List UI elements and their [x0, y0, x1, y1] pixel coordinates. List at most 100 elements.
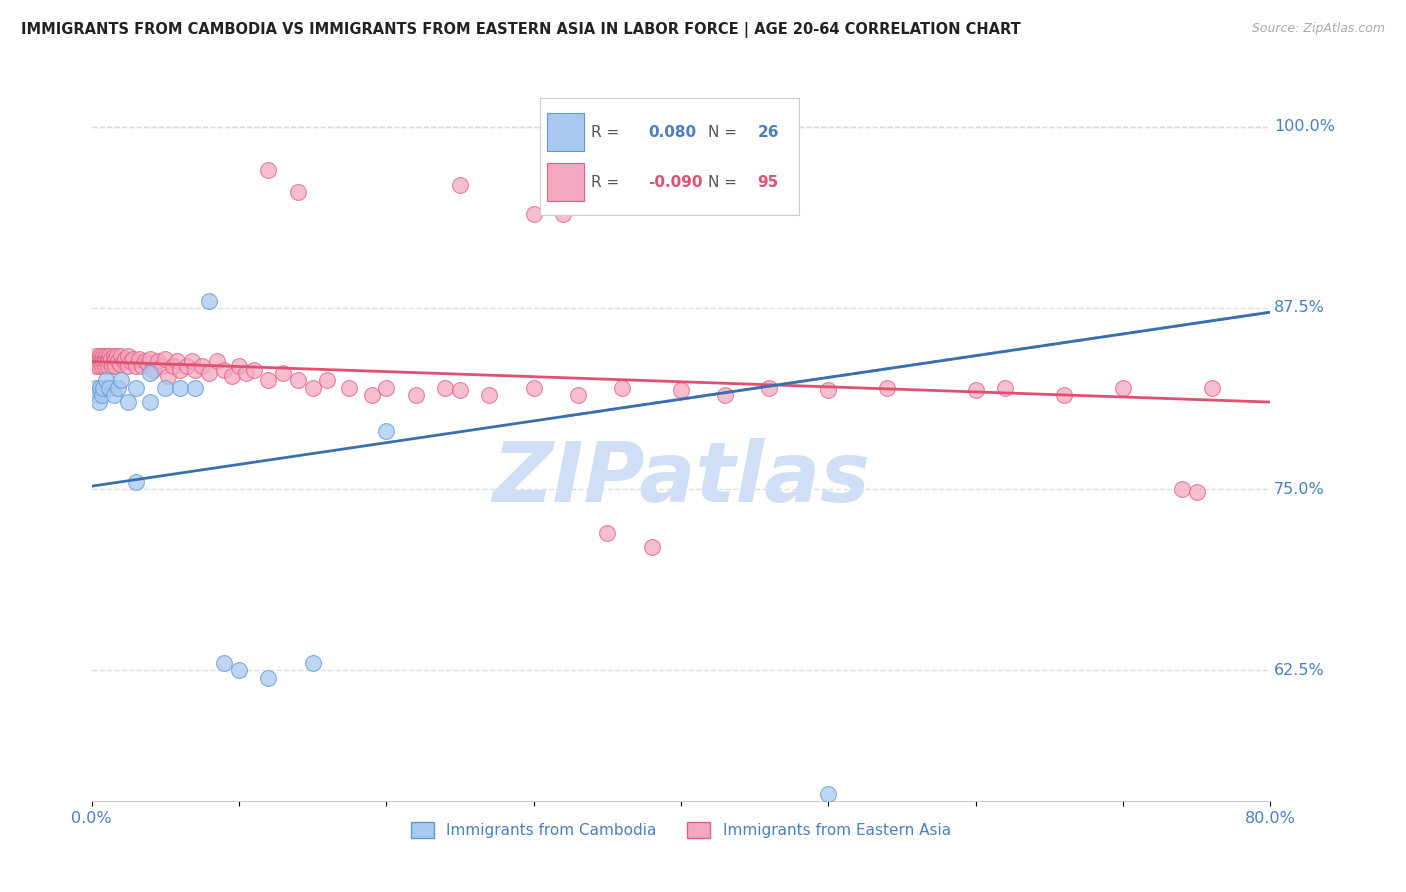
Point: [169, 363, 191, 377]
Point: [212, 656, 235, 670]
Point: [176, 359, 198, 373]
Point: [90, 388, 112, 402]
Point: [117, 359, 139, 373]
Point: [136, 357, 159, 371]
Text: 62.5%: 62.5%: [1274, 663, 1324, 678]
Point: [84, 380, 107, 394]
Point: [134, 354, 156, 368]
Point: [714, 388, 737, 402]
Point: [523, 206, 546, 220]
Point: [96, 354, 118, 368]
Point: [139, 351, 162, 366]
Point: [104, 359, 127, 373]
Point: [103, 388, 125, 402]
Point: [83, 351, 105, 366]
Point: [287, 185, 309, 199]
Point: [1053, 388, 1076, 402]
Point: [198, 293, 221, 308]
Point: [98, 354, 121, 368]
Point: [87, 359, 110, 373]
Point: [228, 359, 250, 373]
Point: [117, 395, 139, 409]
Point: [669, 384, 692, 398]
Point: [375, 424, 398, 438]
Point: [180, 354, 202, 368]
Point: [640, 540, 662, 554]
Point: [183, 363, 205, 377]
Point: [94, 359, 117, 373]
Point: [128, 351, 150, 366]
Point: [339, 380, 361, 394]
Legend: Immigrants from Cambodia, Immigrants from Eastern Asia: Immigrants from Cambodia, Immigrants fro…: [405, 816, 957, 845]
Point: [94, 351, 117, 366]
Point: [139, 366, 162, 380]
Point: [405, 388, 427, 402]
Point: [125, 475, 148, 489]
Point: [120, 354, 142, 368]
Point: [93, 349, 115, 363]
Point: [121, 351, 143, 366]
Point: [84, 359, 107, 373]
Point: [212, 363, 235, 377]
Point: [150, 359, 173, 373]
Point: [93, 380, 115, 394]
Point: [257, 373, 280, 387]
Point: [104, 351, 127, 366]
Point: [125, 359, 148, 373]
Point: [97, 351, 120, 366]
Point: [257, 163, 280, 178]
Point: [817, 787, 839, 801]
Point: [228, 664, 250, 678]
Text: Source: ZipAtlas.com: Source: ZipAtlas.com: [1251, 22, 1385, 36]
Point: [235, 366, 257, 380]
Point: [89, 354, 111, 368]
Point: [287, 373, 309, 387]
Point: [221, 368, 243, 383]
Point: [157, 368, 180, 383]
Point: [478, 388, 501, 402]
Point: [205, 354, 228, 368]
Point: [105, 349, 128, 363]
Point: [155, 380, 177, 394]
Point: [596, 525, 619, 540]
Point: [125, 380, 148, 394]
Point: [1201, 380, 1223, 394]
Point: [316, 373, 339, 387]
Text: 87.5%: 87.5%: [1274, 301, 1324, 315]
Point: [101, 359, 124, 373]
Point: [449, 384, 471, 398]
Point: [198, 366, 221, 380]
Point: [146, 354, 169, 368]
Point: [112, 354, 135, 368]
Point: [131, 359, 153, 373]
Text: 100.0%: 100.0%: [1274, 119, 1336, 134]
Point: [107, 354, 129, 368]
Text: ZIPatlas: ZIPatlas: [492, 438, 870, 519]
Point: [610, 380, 633, 394]
Point: [876, 380, 898, 394]
Point: [169, 380, 191, 394]
Text: IMMIGRANTS FROM CAMBODIA VS IMMIGRANTS FROM EASTERN ASIA IN LABOR FORCE | AGE 20: IMMIGRANTS FROM CAMBODIA VS IMMIGRANTS F…: [21, 22, 1021, 38]
Point: [89, 349, 111, 363]
Point: [965, 384, 987, 398]
Point: [87, 351, 110, 366]
Point: [86, 354, 108, 368]
Point: [108, 357, 131, 371]
Point: [257, 671, 280, 685]
Point: [360, 388, 382, 402]
Point: [96, 349, 118, 363]
Point: [117, 349, 139, 363]
Point: [301, 380, 323, 394]
Point: [142, 363, 165, 377]
Point: [271, 366, 294, 380]
Point: [162, 359, 184, 373]
Point: [1171, 482, 1194, 496]
Point: [183, 380, 205, 394]
Point: [758, 380, 780, 394]
Point: [86, 388, 108, 402]
Point: [553, 206, 575, 220]
Text: 75.0%: 75.0%: [1274, 482, 1324, 497]
Point: [90, 351, 112, 366]
Point: [994, 380, 1017, 394]
Point: [817, 384, 839, 398]
